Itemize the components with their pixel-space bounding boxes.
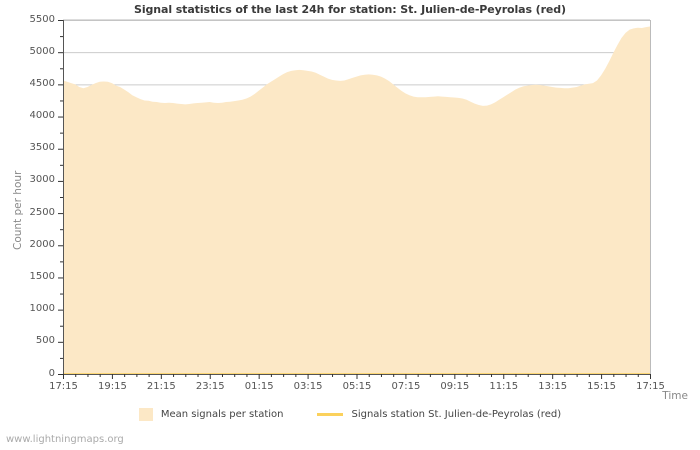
y-tick-label: 5000 [29,45,55,57]
x-tick-label: 07:15 [391,381,421,392]
y-tick-label: 500 [35,335,55,347]
y-tick-label: 2000 [29,238,55,250]
x-tick-label: 21:15 [146,381,176,392]
x-tick-label: 01:15 [244,381,274,392]
chart-legend: Mean signals per station Signals station… [0,408,700,421]
legend-area-swatch-icon [138,408,153,421]
legend-item-station[interactable]: Signals station St. Julien-de-Peyrolas (… [317,409,561,420]
x-tick-label: 19:15 [97,381,127,392]
x-tick-label: 17:15 [49,381,78,392]
legend-label-mean: Mean signals per station [160,409,284,420]
chart-title: Signal statistics of the last 24h for st… [134,3,566,16]
y-tick-label: 5500 [29,13,55,25]
x-tick-label: 11:15 [489,381,519,392]
series-area-mean-signals [63,26,650,374]
source-watermark: www.lightningmaps.org [6,434,124,445]
x-tick-label: 13:15 [538,381,568,392]
y-tick-label: 4000 [29,110,55,122]
x-tick-label: 15:15 [587,381,616,392]
x-tick-label: 09:15 [440,381,470,392]
legend-line-swatch-icon [317,413,344,416]
x-tick-label: 17:15 [636,381,665,392]
y-tick-label: 3500 [29,142,55,154]
x-axis-label: Time [662,390,688,402]
y-tick-label: 2500 [29,206,55,218]
y-tick-label: 0 [48,367,55,379]
x-tick-label: 05:15 [342,381,372,392]
legend-label-station: Signals station St. Julien-de-Peyrolas (… [351,409,562,420]
legend-item-mean[interactable]: Mean signals per station [138,408,284,421]
x-tick-label: 03:15 [293,381,323,392]
x-tick-label: 23:15 [195,381,225,392]
y-tick-label: 1000 [29,303,55,315]
y-tick-label: 3000 [29,174,55,186]
y-tick-label: 1500 [29,270,55,282]
y-tick-label: 4500 [29,77,55,89]
